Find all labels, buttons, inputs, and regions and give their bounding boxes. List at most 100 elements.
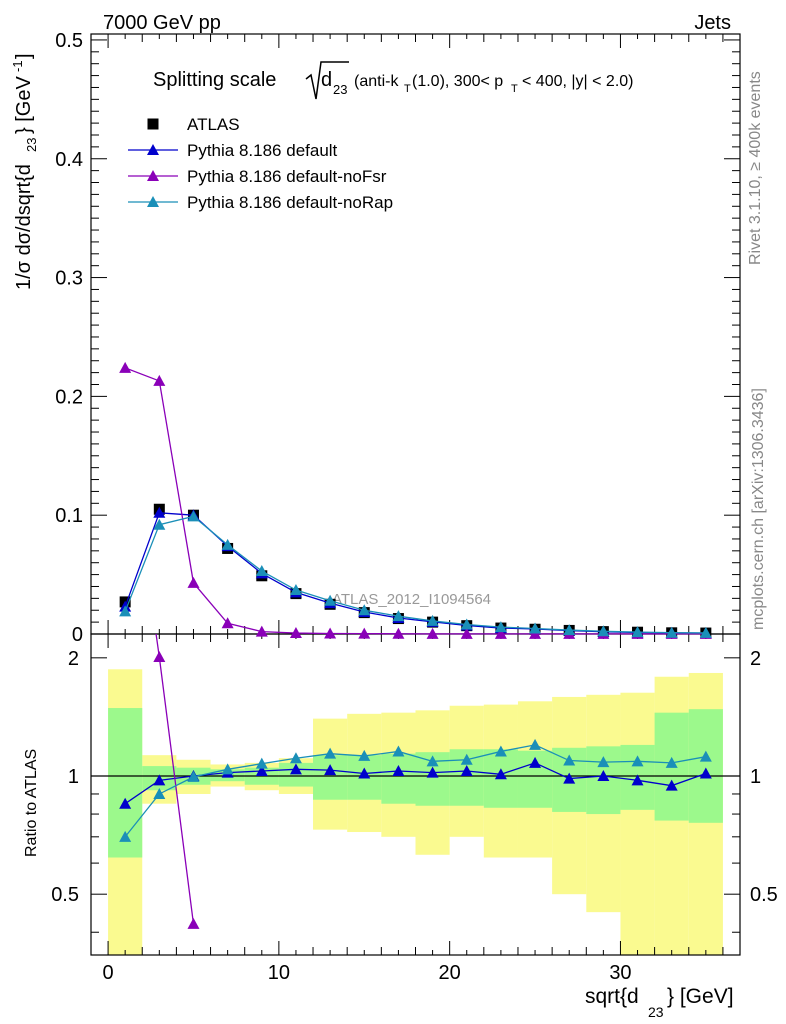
main-y-axis-label: 1/σ dσ/dsqrt{d 23 } [GeV -1 ] — [10, 53, 39, 290]
ratio-series-0-point — [324, 764, 337, 776]
ratio-series-0-point — [460, 764, 473, 776]
main-series-1-line — [124, 512, 706, 634]
x-tick-label: 30 — [609, 962, 631, 984]
main-series-3-point — [426, 614, 439, 626]
main-series-3-point — [255, 565, 268, 577]
uncertainty-band-inner-bin — [278, 762, 314, 787]
main-series-2-point — [221, 617, 234, 629]
svg-text:T: T — [404, 83, 411, 95]
ratio-series-0-point — [529, 756, 542, 768]
ratio-series-2-point — [597, 756, 610, 768]
svg-text:23: 23 — [333, 82, 347, 97]
ratio-y-tick-label-right: 0.5 — [750, 884, 778, 906]
ratio-series-2-point — [494, 745, 507, 757]
main-series-3-point — [597, 625, 610, 637]
main-series-3-point — [324, 594, 337, 606]
svg-text:(anti-k: (anti-k — [354, 73, 399, 90]
main-series-3-point — [699, 626, 712, 638]
ratio-series-0-point — [358, 767, 371, 779]
ratio-series-2-point — [119, 830, 132, 842]
header-right: Jets — [694, 12, 731, 34]
main-series-3-point — [529, 622, 542, 634]
ratio-series-2-point — [460, 753, 473, 765]
ratio-series-0-point — [494, 768, 507, 780]
main-series-2-point — [119, 361, 132, 373]
legend-label: ATLAS — [187, 115, 240, 134]
ratio-series-2-point — [358, 749, 371, 761]
main-y-tick-label: 0 — [72, 624, 83, 646]
legend-label: Pythia 8.186 default-noFsr — [187, 167, 387, 186]
svg-text:sqrt{d: sqrt{d — [585, 985, 639, 1008]
main-series-3-point — [665, 626, 678, 638]
ratio-series-2-point — [631, 755, 644, 767]
main-series-3-point — [631, 626, 644, 638]
main-series-3-point — [494, 621, 507, 633]
svg-text:} [GeV]: } [GeV] — [667, 985, 734, 1008]
ratio-series-0-point — [289, 763, 302, 775]
x-tick-label: 10 — [268, 962, 290, 984]
ratio-y-tick-label-right: 2 — [750, 648, 761, 670]
main-data-series — [119, 361, 712, 639]
svg-text:} [GeV: } [GeV — [13, 76, 35, 134]
x-tick-label: 20 — [439, 962, 461, 984]
svg-text:]: ] — [13, 53, 35, 59]
uncertainty-band-inner-bin — [381, 753, 416, 804]
ratio-series-2-point — [221, 763, 234, 775]
main-series-3-point — [563, 624, 576, 636]
main-y-tick-label: 0.1 — [55, 505, 83, 527]
main-series-2-point — [460, 627, 473, 639]
legend-marker — [147, 170, 159, 181]
uncertainty-band-inner-bin — [688, 709, 723, 823]
ratio-series-2-point — [665, 756, 678, 768]
legend-marker — [147, 144, 159, 155]
ratio-series-2-point — [563, 754, 576, 766]
main-series-3-point — [358, 604, 371, 616]
main-series-3-point — [119, 605, 132, 617]
ratio-series-2-point — [324, 747, 337, 759]
ratio-series-1-point — [187, 917, 200, 929]
main-series-3-point — [221, 538, 234, 550]
main-series-2-point — [255, 625, 268, 637]
ratio-series-2-point — [153, 787, 166, 799]
main-series-2-point — [187, 576, 200, 588]
axes: 0 10 20 30 0 0.1 0.2 0.3 0.4 0.5 0.5 0.5 1 1 2 2 — [51, 30, 778, 984]
main-series-3-point — [187, 510, 200, 522]
svg-text:< 400, |y| < 2.0): < 400, |y| < 2.0) — [522, 73, 634, 90]
main-y-tick-label: 0.5 — [55, 30, 83, 52]
svg-text:T: T — [511, 83, 518, 95]
ratio-series-0-point — [153, 774, 166, 786]
ratio-series-0-point — [426, 766, 439, 778]
main-series-2-point — [153, 374, 166, 386]
main-series-1-point — [153, 506, 166, 518]
svg-text:d: d — [321, 69, 332, 91]
ratio-series-0-point — [255, 764, 268, 776]
ratio-series-0-point — [392, 764, 405, 776]
main-series-3-point — [460, 618, 473, 630]
main-series-2-point — [289, 627, 302, 639]
main-y-tick-label: 0.4 — [55, 149, 83, 171]
main-series-3-point — [289, 584, 302, 596]
ratio-series-2-point — [187, 770, 200, 782]
ratio-series-2-point — [426, 755, 439, 767]
ratio-series-2-point — [289, 752, 302, 764]
main-series-2-point — [358, 627, 371, 639]
ratio-y-tick-label: 0.5 — [51, 884, 79, 906]
ratio-series-0-point — [665, 779, 678, 791]
main-series-2-point — [392, 627, 405, 639]
ratio-series-2-point — [392, 745, 405, 757]
ratio-series-1-point — [153, 650, 166, 662]
ratio-series-0-point — [631, 774, 644, 786]
ratio-series-2-point — [529, 738, 542, 750]
ratio-y-tick-label-right: 1 — [750, 766, 761, 788]
ratio-series-0-line — [124, 762, 707, 805]
analysis-watermark: ATLAS_2012_I1094564 — [332, 591, 491, 608]
ratio-panel-content — [91, 669, 740, 955]
uncertainty-band-outer-bin — [620, 692, 655, 955]
main-series-3-point — [392, 610, 405, 622]
legend-marker — [147, 118, 159, 130]
ratio-y-axis-label: Ratio to ATLAS — [23, 749, 40, 857]
rivet-version-label: Rivet 3.1.10, ≥ 400k events — [747, 71, 764, 265]
legend-marker — [147, 196, 159, 207]
ratio-y-tick-label: 2 — [68, 648, 79, 670]
